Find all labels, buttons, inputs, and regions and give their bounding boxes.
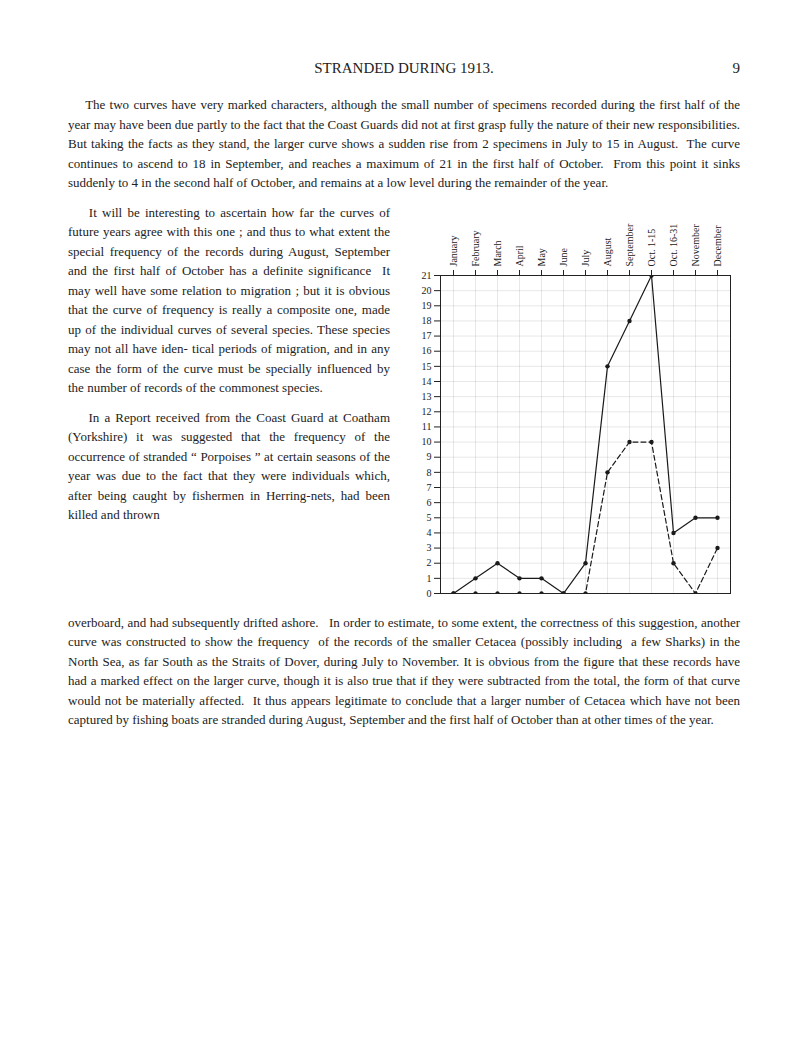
html-text:In a Report received from the: In a Report received from the Coast Guar… [68,409,394,522]
svg-text:21: 21 [422,269,432,280]
svg-text:14: 14 [422,375,432,386]
svg-text:0: 0 [427,587,432,598]
html-text:9: 9 [732,60,740,76]
svg-text:17: 17 [422,330,432,341]
svg-text:10: 10 [422,436,432,447]
svg-text:18: 18 [422,315,432,326]
html-text:The two curves have very marke: The two curves have very marked characte… [68,97,747,190]
svg-text:1: 1 [427,572,432,583]
svg-text:Oct. 16-31: Oct. 16-31 [668,223,679,266]
html-text:It will be interesting to asce: It will be interesting to ascertain how … [68,204,394,395]
svg-text:June: June [558,247,569,266]
svg-text:16: 16 [422,345,432,356]
svg-text:January: January [448,235,459,266]
svg-text:8: 8 [427,466,432,477]
svg-text:19: 19 [422,299,432,310]
svg-text:May: May [536,248,547,266]
svg-text:December: December [712,224,723,266]
html-text:STRANDED DURING 1913.: STRANDED DURING 1913. [314,60,494,76]
svg-text:6: 6 [427,496,432,507]
svg-text:20: 20 [422,284,432,295]
svg-text:April: April [514,245,525,266]
svg-text:12: 12 [422,405,432,416]
svg-text:November: November [690,223,701,266]
svg-text:2: 2 [427,557,432,568]
svg-text:5: 5 [427,511,432,522]
svg-text:13: 13 [422,390,432,401]
svg-text:11: 11 [422,421,432,432]
svg-text:March: March [492,240,503,266]
html-text:overboard, and had subsequentl: overboard, and had subsequently drifted … [68,614,744,727]
svg-text:August: August [602,237,613,266]
svg-text:9: 9 [427,451,432,462]
svg-text:4: 4 [427,527,432,538]
svg-text:July: July [580,249,591,266]
svg-text:7: 7 [427,481,432,492]
svg-text:3: 3 [427,542,432,553]
svg-text:15: 15 [422,360,432,371]
svg-text:September: September [624,223,635,266]
svg-text:Oct. 1-15: Oct. 1-15 [646,228,657,266]
svg-text:February: February [470,230,481,266]
